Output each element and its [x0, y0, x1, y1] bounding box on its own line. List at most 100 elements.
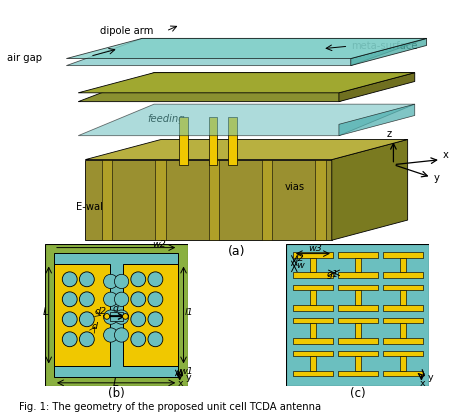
Circle shape [148, 272, 163, 287]
FancyBboxPatch shape [310, 323, 316, 338]
FancyBboxPatch shape [383, 252, 423, 257]
Text: (c): (c) [350, 387, 365, 400]
FancyBboxPatch shape [355, 257, 361, 273]
FancyBboxPatch shape [109, 312, 123, 321]
Circle shape [148, 292, 163, 307]
Polygon shape [155, 160, 166, 240]
Circle shape [123, 314, 128, 319]
FancyBboxPatch shape [293, 371, 333, 376]
Text: (b): (b) [108, 387, 125, 400]
Polygon shape [339, 73, 415, 102]
Polygon shape [262, 160, 272, 240]
FancyBboxPatch shape [293, 351, 333, 356]
Polygon shape [351, 38, 427, 66]
Polygon shape [85, 139, 408, 160]
Text: z: z [386, 129, 392, 139]
FancyBboxPatch shape [338, 318, 378, 323]
Text: l1: l1 [185, 308, 193, 317]
FancyBboxPatch shape [400, 291, 406, 305]
Polygon shape [102, 160, 112, 240]
Circle shape [62, 272, 77, 287]
FancyBboxPatch shape [338, 252, 378, 257]
Text: w2: w2 [152, 240, 165, 249]
Circle shape [104, 314, 109, 319]
FancyBboxPatch shape [310, 356, 316, 371]
Polygon shape [78, 104, 415, 136]
FancyBboxPatch shape [355, 323, 361, 338]
FancyBboxPatch shape [310, 257, 316, 273]
FancyBboxPatch shape [45, 244, 188, 386]
Circle shape [148, 312, 163, 327]
FancyBboxPatch shape [293, 305, 333, 311]
FancyBboxPatch shape [383, 273, 423, 278]
FancyBboxPatch shape [355, 356, 361, 371]
Circle shape [62, 332, 77, 346]
Polygon shape [66, 38, 427, 58]
Circle shape [62, 312, 77, 327]
FancyBboxPatch shape [383, 305, 423, 311]
Circle shape [103, 274, 118, 289]
FancyBboxPatch shape [338, 305, 378, 311]
FancyBboxPatch shape [310, 291, 316, 305]
Text: g1: g1 [327, 270, 338, 279]
Text: g: g [113, 304, 119, 313]
FancyBboxPatch shape [383, 351, 423, 356]
FancyBboxPatch shape [54, 253, 178, 377]
FancyBboxPatch shape [338, 351, 378, 356]
FancyBboxPatch shape [338, 273, 378, 278]
Polygon shape [85, 160, 332, 240]
Polygon shape [78, 73, 415, 93]
Text: E-wall: E-wall [76, 202, 106, 212]
Circle shape [114, 274, 129, 289]
Text: L: L [113, 378, 119, 388]
Circle shape [114, 292, 129, 307]
Text: l2: l2 [296, 254, 304, 263]
FancyBboxPatch shape [338, 338, 378, 344]
FancyBboxPatch shape [383, 285, 423, 291]
Text: d: d [92, 322, 98, 331]
Polygon shape [179, 117, 188, 165]
Circle shape [103, 310, 118, 324]
Circle shape [131, 292, 146, 307]
Circle shape [114, 310, 129, 324]
Text: x: x [419, 379, 425, 388]
Text: w1: w1 [180, 367, 193, 376]
Circle shape [103, 292, 118, 307]
Text: meta-surface: meta-surface [351, 41, 417, 51]
Text: w3: w3 [308, 244, 322, 253]
Polygon shape [332, 139, 408, 240]
Polygon shape [209, 117, 217, 165]
FancyBboxPatch shape [355, 291, 361, 305]
Circle shape [103, 328, 118, 342]
FancyBboxPatch shape [54, 264, 109, 366]
FancyBboxPatch shape [293, 285, 333, 291]
FancyBboxPatch shape [383, 371, 423, 376]
Text: x: x [178, 379, 183, 388]
FancyBboxPatch shape [383, 318, 423, 323]
FancyBboxPatch shape [338, 285, 378, 291]
Text: Fig. 1: The geometry of the proposed unit cell TCDA antenna: Fig. 1: The geometry of the proposed uni… [19, 402, 321, 412]
Circle shape [80, 332, 94, 346]
Text: x: x [443, 150, 449, 160]
Circle shape [131, 312, 146, 327]
Circle shape [80, 312, 94, 327]
Circle shape [62, 292, 77, 307]
Circle shape [148, 332, 163, 346]
Polygon shape [78, 73, 415, 102]
FancyBboxPatch shape [293, 252, 333, 257]
Polygon shape [209, 160, 219, 240]
Circle shape [114, 328, 129, 342]
Text: feeding: feeding [147, 114, 185, 124]
Text: y: y [428, 373, 433, 382]
Text: vias: vias [284, 182, 304, 192]
Circle shape [131, 272, 146, 287]
FancyBboxPatch shape [286, 244, 429, 386]
FancyBboxPatch shape [383, 338, 423, 344]
Polygon shape [315, 160, 326, 240]
Polygon shape [339, 104, 415, 136]
FancyBboxPatch shape [293, 338, 333, 344]
Text: dipole arm: dipole arm [100, 26, 153, 36]
Text: y: y [434, 173, 439, 183]
Circle shape [80, 272, 94, 287]
FancyBboxPatch shape [293, 318, 333, 323]
